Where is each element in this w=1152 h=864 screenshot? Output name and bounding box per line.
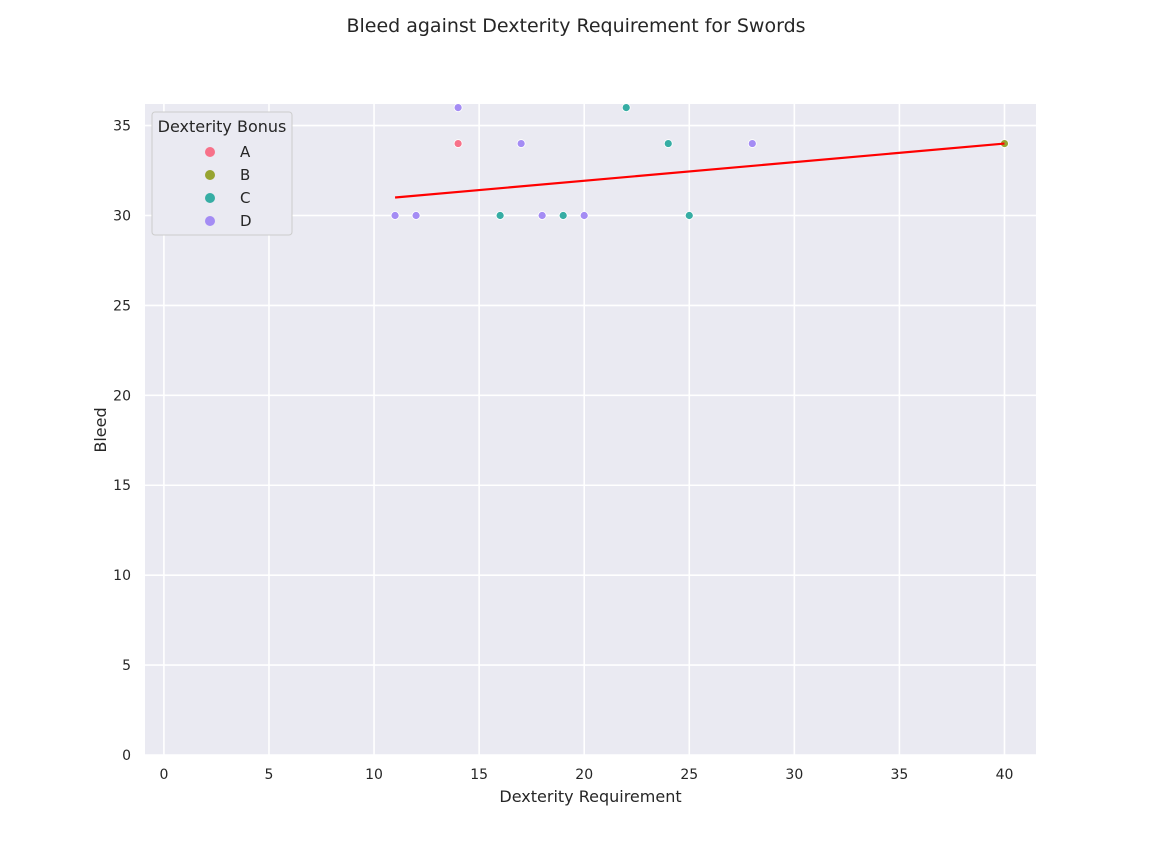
x-tick-label: 20 <box>575 767 593 783</box>
data-point <box>684 211 694 220</box>
legend-label: B <box>240 166 250 184</box>
y-tick-label: 5 <box>122 658 131 674</box>
x-tick-labels: 0 5 10 15 20 25 30 35 40 <box>159 767 1013 783</box>
x-tick-label: 25 <box>680 767 698 783</box>
trendline-group <box>394 142 1005 199</box>
trendline <box>394 142 1005 199</box>
data-point <box>537 211 547 220</box>
data-point <box>516 139 526 148</box>
y-tick-label: 20 <box>113 388 131 404</box>
x-axis-label: Dexterity Requirement <box>499 787 681 806</box>
data-point <box>621 103 631 112</box>
legend-box <box>151 111 293 236</box>
y-tick-label: 35 <box>113 119 131 135</box>
data-point <box>390 211 400 220</box>
data-points <box>390 103 1009 220</box>
data-point <box>411 211 421 220</box>
x-tick-label: 5 <box>265 767 274 783</box>
data-point <box>453 103 463 112</box>
data-point <box>558 211 568 220</box>
legend-marker <box>205 216 215 226</box>
data-point <box>747 139 757 148</box>
x-tick-label: 30 <box>785 767 803 783</box>
y-axis-label: Bleed <box>91 407 110 452</box>
y-tick-label: 10 <box>113 568 131 584</box>
legend-marker <box>205 147 215 157</box>
data-point <box>453 139 463 148</box>
y-tick-label: 30 <box>113 208 131 224</box>
plot-area <box>145 104 1036 755</box>
legend-title: Dexterity Bonus <box>158 117 287 136</box>
y-tick-labels: 0 5 10 15 20 25 30 35 <box>113 119 131 764</box>
data-point <box>663 139 673 148</box>
x-tick-label: 35 <box>890 767 908 783</box>
y-tick-label: 25 <box>113 298 131 314</box>
y-tick-label: 0 <box>122 748 131 764</box>
x-tick-label: 15 <box>470 767 488 783</box>
chart-title: Bleed against Dexterity Requirement for … <box>346 15 805 37</box>
legend-label: A <box>240 143 251 161</box>
legend-marker <box>205 193 215 203</box>
legend-marker <box>205 170 215 180</box>
y-tick-label: 15 <box>113 478 131 494</box>
x-tick-label: 10 <box>365 767 383 783</box>
grid <box>145 104 1036 756</box>
data-point <box>495 211 505 220</box>
legend-label: D <box>240 212 252 230</box>
x-tick-label: 0 <box>159 767 168 783</box>
legend-label: C <box>240 189 250 207</box>
data-point <box>579 211 589 220</box>
x-tick-label: 40 <box>996 767 1014 783</box>
